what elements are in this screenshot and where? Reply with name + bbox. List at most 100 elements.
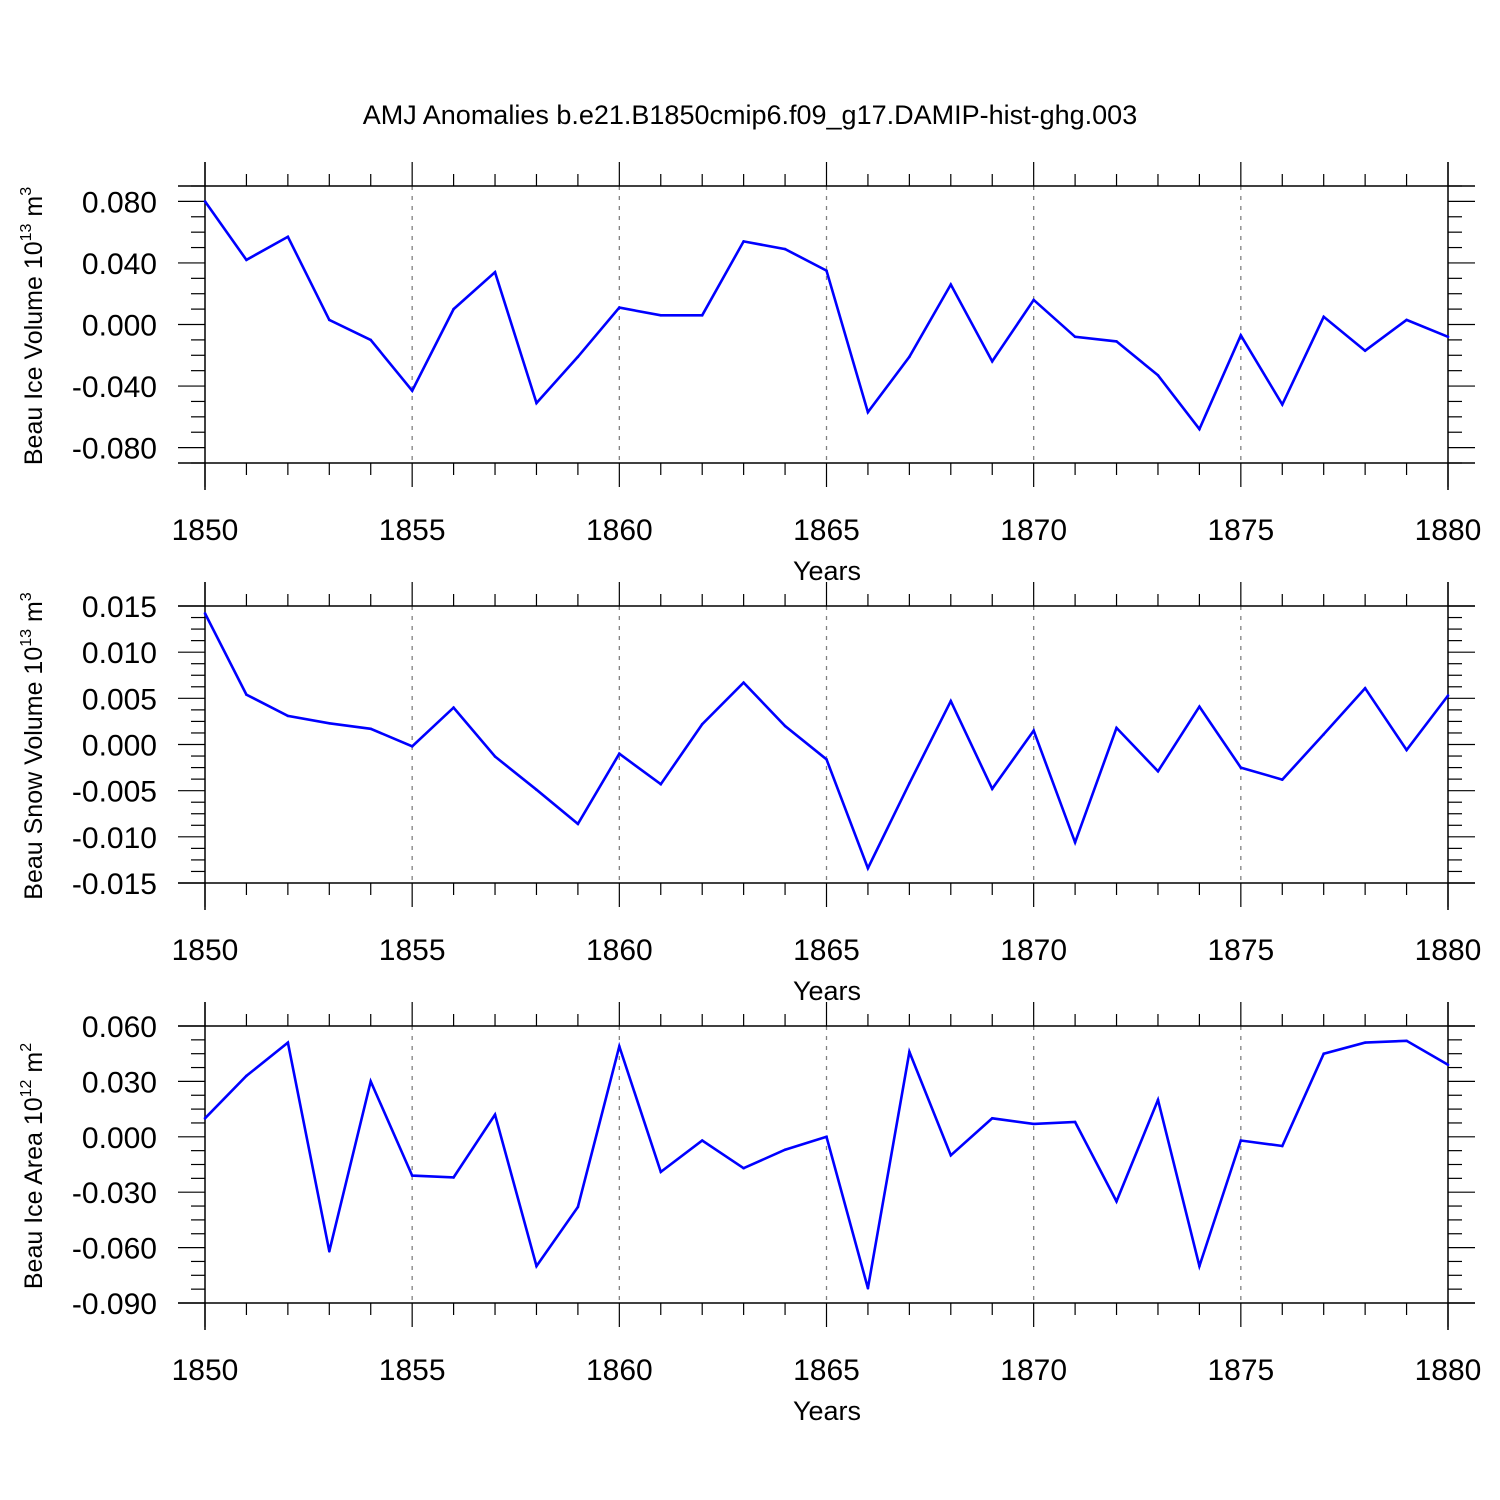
data-point [203,612,207,615]
data-point [700,313,704,317]
data-point [410,745,414,748]
y-axis-label: Beau Ice Area 1012 m2 [18,1043,48,1289]
chart-panel-2: 0.015 0.010 0.005 0.000 -0.005 -0.010 -0.015 18… [18,582,1481,1006]
data-point [1405,318,1408,322]
data-point [286,1041,290,1044]
data-point [452,1176,455,1179]
data-point [1032,729,1035,732]
data-point [369,727,373,731]
x-tick-label: 1875 [1207,1354,1274,1387]
data-point [576,355,580,359]
y-tick-label: -0.015 [72,868,157,901]
data-point [535,401,538,405]
x-tick-label: 1860 [586,1354,653,1387]
data-point [866,866,870,870]
data-point [1239,1139,1243,1142]
y-axis-label-superscript: 12 [18,1079,35,1097]
data-point [700,722,704,726]
y-tick-label: 0.010 [82,637,157,670]
y-tick-label: -0.060 [72,1233,157,1266]
x-tick-label: 1860 [586,514,653,547]
y-tick-label: -0.030 [72,1177,157,1210]
y-axis-label: Beau Ice Volume 1013 m3 [18,187,48,465]
y-axis-label-part: Beau Snow Volume 10 [20,647,48,900]
data-point [659,313,663,317]
data-point [493,755,497,758]
data-point [742,240,745,243]
x-axis-label: Years [793,1396,861,1426]
data-point [245,258,248,262]
y-axis-label-part: Beau Ice Area 10 [20,1097,48,1289]
y-axis-label-part: m [20,601,48,629]
chart-panels: 0.080 0.040 0.000 -0.040 -0.080 1850 1855 1860 1… [18,162,1481,1426]
y-tick-label: 0.000 [82,310,157,343]
data-point [493,270,497,274]
data-point [410,1174,414,1177]
data-point [576,822,580,826]
y-axis-label: Beau Snow Volume 1013 m3 [18,592,48,900]
data-point [1115,340,1118,343]
x-tick-label: 1855 [379,934,446,967]
data-point [286,714,290,718]
data-point [1115,1200,1118,1203]
x-tick-label: 1850 [172,1354,239,1387]
data-point [783,1148,787,1152]
data-point [825,269,828,272]
x-tick-label: 1870 [1000,934,1067,967]
data-point [742,681,745,684]
data-point [1198,1264,1201,1268]
series-line [203,200,1449,432]
x-tick-label: 1850 [172,934,239,967]
data-point [1363,1041,1367,1044]
data-point [1198,427,1201,431]
x-tick-label: 1875 [1207,514,1274,547]
data-point [783,247,787,251]
y-tick-label: -0.040 [72,371,157,404]
data-point [535,1264,538,1268]
x-axis-label: Years [793,976,861,1006]
data-point [990,360,994,363]
data-point [1446,335,1450,339]
data-point [369,1080,373,1083]
data-point [1115,726,1118,730]
data-point [493,1113,497,1116]
data-point [783,724,787,728]
data-point [1446,1063,1450,1067]
data-point [245,693,248,696]
data-point [328,721,331,725]
x-tick-label: 1870 [1000,1354,1067,1387]
y-tick-label: 0.015 [82,591,157,624]
data-point [203,1117,207,1120]
y-tick-label: 0.000 [82,730,157,763]
data-point [949,283,953,286]
chart-title: AMJ Anomalies b.e21.B1850cmip6.f09_g17.D… [363,100,1137,130]
x-tick-label: 1865 [793,514,860,547]
y-tick-label: 0.000 [82,1122,157,1155]
data-point [825,1135,828,1139]
y-axis-label-superscript: 13 [18,629,35,647]
data-point [1405,1039,1408,1043]
data-point [1322,733,1325,736]
y-tick-label: -0.005 [72,776,157,809]
data-point [1156,769,1160,773]
x-tick-label: 1865 [793,1354,860,1387]
data-point [1156,373,1160,377]
x-tick-label: 1855 [379,514,446,547]
data-point [618,1045,621,1048]
data-point [1073,1120,1077,1124]
x-tick-label: 1880 [1415,514,1482,547]
y-tick-label: -0.080 [72,433,157,466]
data-point [990,787,994,791]
data-point [990,1117,994,1120]
data-point [1239,333,1243,337]
x-tick-label: 1865 [793,934,860,967]
x-tick-label: 1855 [379,1354,446,1387]
y-axis-label-superscript: 3 [18,187,35,196]
data-point [659,782,663,786]
data-point [866,410,870,414]
y-axis-label-superscript: 2 [18,1043,35,1052]
data-point [328,318,331,322]
y-axis-label-part: Beau Ice Volume 10 [20,241,48,465]
chart-panel-1: 0.080 0.040 0.000 -0.040 -0.080 1850 1855 1860 1… [18,162,1481,586]
